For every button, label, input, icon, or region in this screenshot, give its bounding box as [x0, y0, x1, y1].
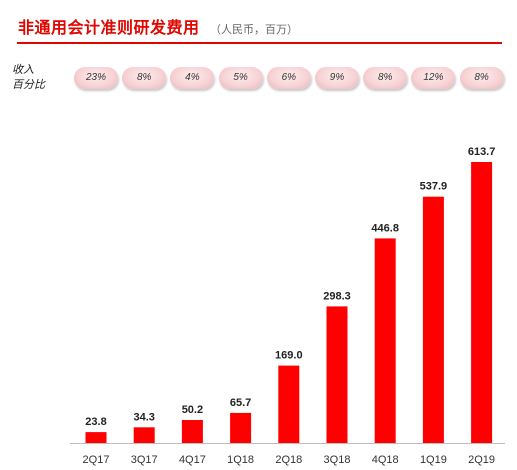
bar-2Q17	[85, 432, 107, 443]
category-label: 2Q19	[468, 454, 495, 466]
revenue-percent-pill: 8%	[459, 67, 504, 89]
chart-title: 非通用会计准则研发费用	[18, 18, 200, 37]
revenue-percent-pill: 8%	[122, 67, 167, 89]
category-label: 2Q18	[275, 454, 302, 466]
value-label: 613.7	[468, 146, 496, 158]
value-label: 50.2	[182, 404, 203, 416]
bar-2Q18	[278, 365, 300, 443]
category-label: 1Q18	[227, 454, 254, 466]
revenue-percent-pill: 9%	[315, 67, 359, 89]
value-label: 537.9	[420, 181, 448, 193]
category-label: 3Q18	[324, 454, 351, 466]
category-label: 2Q17	[83, 454, 110, 466]
bar-2Q19	[471, 162, 493, 443]
chart-unit-note: （人民币，百万）	[209, 23, 298, 36]
bar-4Q17	[181, 420, 203, 443]
bar-4Q18	[374, 238, 396, 443]
category-label: 1Q19	[420, 454, 447, 466]
value-label: 23.8	[85, 416, 106, 428]
value-label: 446.8	[371, 222, 399, 234]
category-label: 3Q17	[131, 454, 158, 466]
category-label: 4Q18	[372, 454, 399, 466]
value-label: 34.3	[133, 411, 154, 423]
revenue-percent-label-line1: 收入	[12, 63, 34, 76]
bar-1Q18	[230, 412, 252, 443]
revenue-percent-label-line2: 百分比	[12, 78, 45, 91]
category-label: 4Q17	[179, 454, 206, 466]
bar-3Q18	[326, 306, 348, 443]
chart-title-row: 非通用会计准则研发费用 （人民币，百万）	[18, 14, 298, 38]
title-divider	[17, 42, 502, 44]
revenue-percent-row: 23% 8% 4% 5% 6% 9% 8% 12% 8%	[0, 67, 517, 91]
value-label: 298.3	[323, 290, 351, 302]
revenue-percent-pill: 8%	[363, 67, 408, 89]
value-label: 169.0	[275, 350, 303, 362]
revenue-percent-pill: 12%	[411, 67, 456, 89]
revenue-percent-pill: 6%	[266, 67, 311, 89]
value-label: 65.7	[230, 397, 251, 409]
revenue-percent-pill: 23%	[74, 67, 118, 89]
bar-1Q19	[422, 196, 444, 443]
revenue-percent-pill: 5%	[218, 67, 263, 89]
bar-3Q17	[133, 427, 155, 443]
revenue-percent-label: 收入 百分比	[12, 62, 45, 92]
revenue-percent-pill: 4%	[170, 67, 215, 89]
